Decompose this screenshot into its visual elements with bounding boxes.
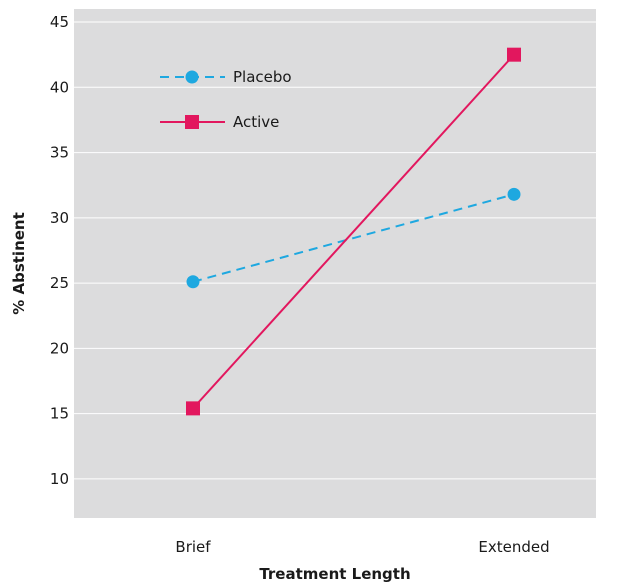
y-tick-label: 20 [50, 339, 69, 357]
data-point-active [507, 47, 521, 62]
y-tick-label: 35 [50, 144, 69, 162]
legend-marker [185, 115, 199, 129]
plot-area [74, 9, 596, 518]
series-placebo [186, 187, 521, 289]
y-tick-label: 10 [50, 470, 69, 488]
legend: Placebo Active [160, 68, 292, 131]
y-axis-ticks: 10 15 20 25 30 35 40 45 [50, 13, 69, 488]
x-tick-label: Extended [478, 538, 549, 556]
series-line-active [192, 54, 515, 410]
y-tick-label: 15 [50, 405, 69, 423]
y-tick-label: 25 [50, 274, 69, 292]
y-axis-title: % Abstinent [10, 212, 28, 315]
data-point-placebo [186, 275, 200, 289]
data-point-active [186, 401, 200, 416]
legend-label: Placebo [233, 68, 292, 86]
x-tick-label: Brief [175, 538, 211, 556]
series-active [186, 47, 521, 416]
y-tick-label: 45 [50, 13, 69, 31]
legend-item-active: Active [160, 113, 279, 131]
series-layer [186, 47, 521, 416]
data-point-placebo [507, 187, 521, 201]
x-axis-title: Treatment Length [259, 565, 410, 583]
grid-lines [74, 21, 596, 480]
legend-label: Active [233, 113, 279, 131]
x-axis-ticks: Brief Extended [175, 538, 549, 556]
y-tick-label: 40 [50, 78, 69, 96]
y-tick-label: 30 [50, 209, 69, 227]
legend-marker [185, 70, 199, 84]
legend-item-placebo: Placebo [160, 68, 292, 86]
series-line-placebo [192, 193, 515, 283]
